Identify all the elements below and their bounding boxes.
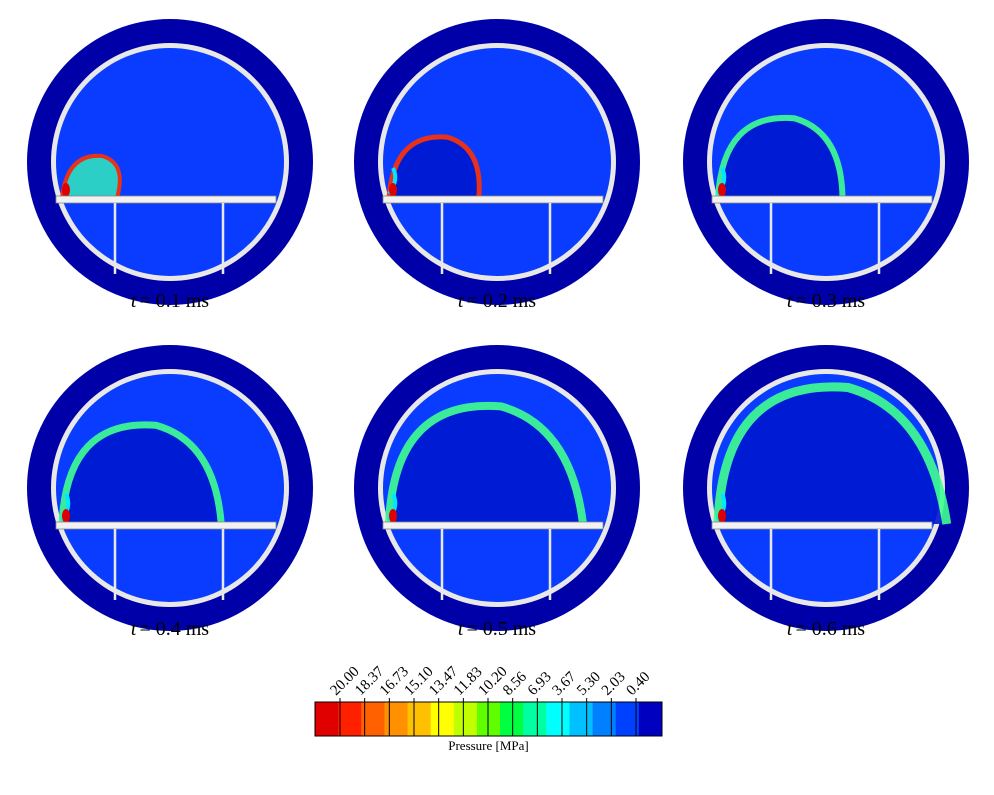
time-value: = 0.2 ms <box>466 290 537 312</box>
hot-spot <box>718 509 726 523</box>
blast-front <box>715 114 846 199</box>
time-symbol: t <box>457 618 464 640</box>
time-label: t = 0.4 ms <box>70 618 270 641</box>
colorbar-segment <box>638 702 663 736</box>
time-value: = 0.3 ms <box>795 290 866 312</box>
colorbar-segment <box>407 702 432 736</box>
time-symbol: t <box>130 618 137 640</box>
time-label: t = 0.2 ms <box>397 290 597 313</box>
shock-front <box>715 114 846 199</box>
colorbar-tick-label: 5.30 <box>574 669 604 699</box>
colorbar-segment <box>476 702 501 736</box>
blast-front <box>713 382 952 525</box>
colorbar-segment <box>500 702 524 736</box>
colorbar-segment <box>523 702 547 736</box>
time-value: = 0.6 ms <box>795 618 866 640</box>
shock-front <box>386 134 482 199</box>
shock-front <box>713 382 952 525</box>
colorbar-segment <box>569 702 594 736</box>
colorbar-segment <box>430 702 455 736</box>
colorbar-segment <box>615 702 640 736</box>
colorbar-tick-label: 2.03 <box>599 669 629 699</box>
hot-spot <box>718 183 726 197</box>
hot-spot <box>62 509 70 523</box>
time-label: t = 0.3 ms <box>726 290 926 313</box>
time-label: t = 0.6 ms <box>726 618 926 641</box>
time-value: = 0.1 ms <box>139 290 210 312</box>
hot-spot <box>62 183 70 197</box>
blast-front <box>60 153 122 199</box>
time-symbol: t <box>786 290 793 312</box>
colorbar-segment <box>384 702 409 736</box>
blast-front <box>58 421 225 525</box>
blast-front <box>385 401 587 525</box>
deck <box>711 521 933 530</box>
colorbar-title: Pressure [MPa] <box>448 738 529 753</box>
time-symbol: t <box>457 290 464 312</box>
time-symbol: t <box>130 290 137 312</box>
deck <box>382 195 604 204</box>
time-label: t = 0.1 ms <box>70 290 270 313</box>
deck <box>382 521 604 530</box>
colorbar-segment <box>546 702 570 736</box>
shock-front <box>385 401 587 525</box>
deck <box>55 521 277 530</box>
blast-front <box>386 134 482 199</box>
deck <box>711 195 933 204</box>
shock-front <box>58 421 225 525</box>
time-label: t = 0.5 ms <box>397 618 597 641</box>
hot-spot <box>389 183 397 197</box>
deck <box>55 195 277 204</box>
colorbar-segment <box>453 702 478 736</box>
colorbar-segment <box>338 702 362 736</box>
colorbar-segment <box>592 702 617 736</box>
colorbar-segment <box>315 702 339 736</box>
colorbar-tick-label: 0.40 <box>624 669 654 699</box>
time-value: = 0.5 ms <box>466 618 537 640</box>
time-symbol: t <box>786 618 793 640</box>
colorbar-segment <box>361 702 385 736</box>
hot-spot <box>389 509 397 523</box>
time-value: = 0.4 ms <box>139 618 210 640</box>
pressure-field <box>56 48 284 276</box>
colorbar-tick-label: 3.67 <box>550 669 580 699</box>
colorbar-tick-label: 6.93 <box>525 669 555 699</box>
shock-front <box>60 153 122 199</box>
pressure-field <box>383 48 611 276</box>
